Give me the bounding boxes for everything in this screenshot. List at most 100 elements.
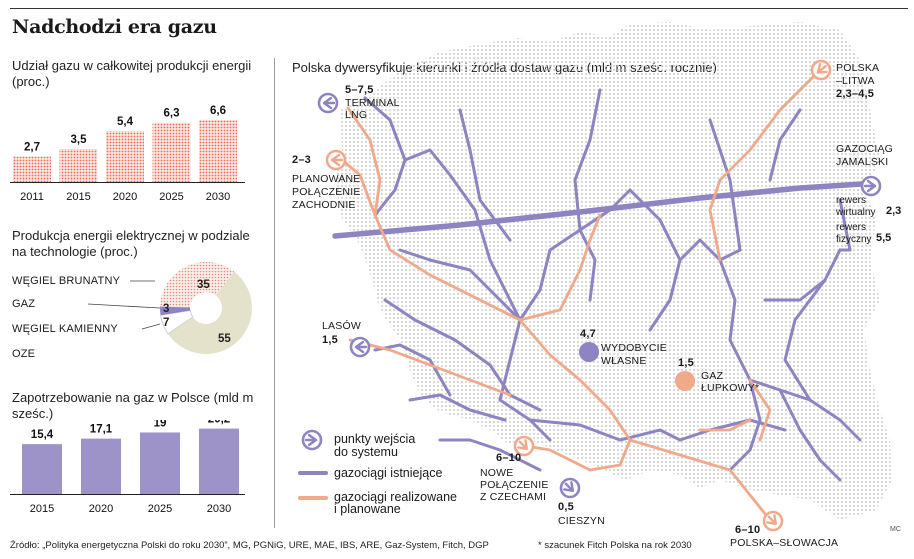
bar-2015 — [59, 149, 98, 182]
share-baseline — [10, 182, 245, 183]
pie-label-brown-coal: WĘGIEL BRUNATNY — [12, 275, 121, 287]
lithuania-line2: –LITWA — [836, 75, 875, 87]
west-line2: POŁĄCZENIE — [292, 186, 361, 198]
x-tick-label: 2030 — [207, 503, 231, 515]
lng-entry-icon — [317, 92, 339, 114]
rev-physical-label2: fizyczny — [836, 234, 872, 245]
source-footer: Źródło: „Polityka energetyczna Polski do… — [10, 540, 489, 551]
pie-label-hard-coal: WĘGIEL KAMIENNY — [12, 323, 118, 335]
pie-label-oze: OZE — [12, 348, 36, 360]
slovakia-name: POLSKA–SŁOWACJA — [730, 537, 839, 549]
x-tick-label: 2011 — [20, 191, 44, 203]
shale-line1: GAZ — [701, 370, 724, 382]
west-line1: PLANOWANE — [292, 173, 361, 185]
lng-value: 5–7,5 — [345, 84, 374, 96]
shale-line2: ŁUPKOWY* — [701, 382, 760, 394]
legend-planned-line2: i planowane — [334, 502, 401, 516]
poland-gas-map — [298, 22, 892, 536]
lasow-entry-icon — [349, 336, 371, 358]
lithuania-value: 2,3–4,5 — [836, 88, 875, 100]
x-tick-label: 2015 — [66, 191, 90, 203]
bar-2011 — [13, 156, 51, 182]
shale-value: 1,5 — [678, 357, 694, 369]
own-line1: WYDOBYCIE — [601, 342, 667, 354]
existing-pipelines — [363, 88, 862, 482]
mix-donut-chart: 35 3 7 55 — [87, 262, 252, 354]
bar-2025 — [140, 432, 180, 494]
mix-chart-title: Produkcja energii elektrycznej w podzial… — [12, 228, 250, 259]
bar-value-label: 6,3 — [164, 108, 180, 120]
bar-2030 — [199, 428, 239, 494]
slovakia-value: 6–10 — [735, 524, 761, 536]
rev-physical-value: 5,5 — [876, 232, 892, 244]
yamal-entry-icon — [860, 175, 882, 197]
rev-virtual-value: 2,3 — [886, 205, 902, 217]
demand-bar-chart: 15,4 2015 17,1 2020 19 2025 20,2 2030 — [22, 420, 239, 515]
x-tick-label: 2025 — [148, 503, 172, 515]
west-line3: ZACHODNIE — [292, 199, 356, 211]
bar-2015 — [22, 444, 62, 494]
x-tick-label: 2020 — [89, 503, 113, 515]
own-value: 4,7 — [580, 328, 596, 340]
pie-slice-1 — [160, 306, 191, 316]
czech-line3: Z CZECHAMI — [480, 491, 547, 503]
yamal-pipeline — [332, 181, 865, 239]
czech-line2: POŁĄCZENIE — [480, 479, 549, 491]
page-title: Nadchodzi era gazu — [12, 16, 217, 38]
bar-value-label: 2,7 — [24, 142, 40, 154]
bar-value-label: 15,4 — [31, 429, 54, 441]
pie-value-label: 3 — [163, 303, 169, 315]
bar-2030 — [199, 119, 237, 182]
x-tick-label: 2015 — [30, 503, 54, 515]
shale-gas-marker — [675, 371, 695, 391]
x-tick-label: 2030 — [206, 191, 230, 203]
share-chart-title: Udział gazu w całkowitej produkcji energ… — [12, 58, 252, 89]
bar-2020 — [81, 438, 121, 494]
pie-label-gas: GAZ — [12, 298, 36, 310]
legend-entry-icon — [301, 429, 323, 451]
demand-baseline — [10, 494, 245, 495]
bar-value-label: 17,1 — [90, 424, 113, 436]
cieszyn-value: 0,5 — [558, 501, 574, 513]
legend-planned-line1: gazociągi realizowane — [334, 490, 457, 504]
czech-value: 6–10 — [496, 452, 522, 464]
top-rule — [10, 8, 908, 9]
footnote: * szacunek Fitch Polska na rok 2030 — [538, 540, 692, 551]
author-initials: MC — [890, 526, 901, 533]
west-value: 2–3 — [292, 154, 311, 166]
share-bar-chart: 2,7 2011 3,5 2015 5,4 2020 6,3 2025 6,6 2030 — [13, 105, 237, 203]
rev-virtual-label: rewers — [836, 195, 867, 206]
pie-slice-3 — [167, 271, 252, 354]
lng-line1: TERMINAL — [345, 97, 400, 109]
pie-leader-line — [87, 303, 161, 309]
pie-leader-line — [141, 323, 161, 330]
bar-value-label: 6,6 — [210, 105, 226, 117]
yamal-line1: GAZOCIĄG — [836, 143, 894, 155]
cieszyn-name: CIESZYN — [558, 515, 605, 527]
bar-value-label: 20,2 — [208, 420, 230, 426]
lasow-value: 1,5 — [322, 334, 338, 346]
panel-separator — [274, 58, 275, 528]
bar-value-label: 5,4 — [117, 116, 134, 128]
pie-value-label: 7 — [163, 317, 169, 329]
czech-line1: NOWE — [480, 467, 514, 479]
bar-2020 — [106, 131, 144, 182]
legend-existing-label: gazociągi istniejące — [334, 466, 443, 480]
pie-slice-2 — [159, 309, 194, 335]
bar-value-label: 3,5 — [71, 134, 88, 146]
rev-virtual-label2: wirtualny — [836, 207, 876, 218]
lithuania-line1: POLSKA — [836, 62, 880, 74]
demand-chart-title: Zapotrzebowanie na gaz w Polsce (mld m s… — [12, 390, 254, 421]
pie-value-label: 35 — [197, 279, 210, 291]
pie-value-label: 55 — [218, 333, 231, 345]
lng-line2: LNG — [345, 109, 368, 121]
bar-value-label: 19 — [154, 420, 167, 429]
cieszyn-entry-icon — [555, 473, 585, 503]
own-production-marker — [579, 342, 599, 362]
bar-2025 — [152, 122, 191, 182]
legend-entry-line1: punkty wejścia — [334, 432, 416, 446]
west-entry-icon — [325, 149, 347, 171]
legend-entry-line2: do systemu — [334, 445, 398, 459]
pie-slice-0 — [160, 262, 235, 308]
rev-physical-label: rewers — [836, 222, 867, 233]
